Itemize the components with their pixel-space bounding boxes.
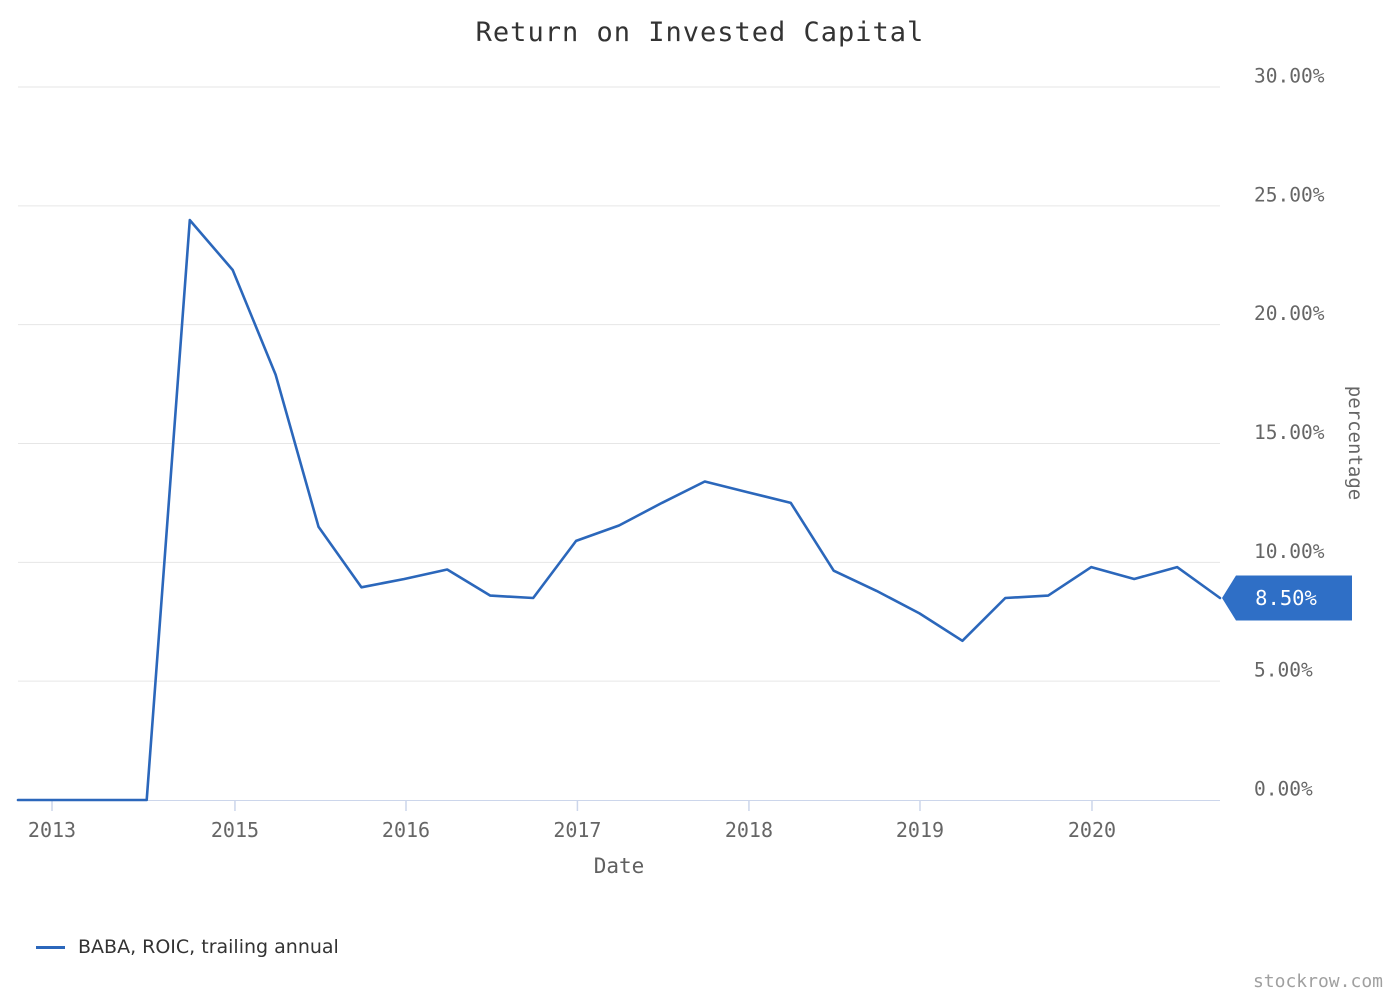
last-value-badge xyxy=(1222,575,1352,621)
y-axis-tick-label: 10.00% xyxy=(1254,540,1325,563)
x-axis-tick-label: 2016 xyxy=(382,818,430,842)
legend-line-swatch xyxy=(36,945,65,949)
x-axis-tick-label: 2020 xyxy=(1068,818,1116,842)
chart-title: Return on Invested Capital xyxy=(475,17,925,48)
y-axis-tick-label: 30.00% xyxy=(1254,65,1325,88)
x-axis-tick-label: 2013 xyxy=(28,818,76,842)
x-axis-tick-label: 2018 xyxy=(725,818,773,842)
y-axis-tick-label: 25.00% xyxy=(1254,183,1325,206)
last-value-badge-label: 8.50% xyxy=(1255,586,1317,610)
y-axis-title: percentage xyxy=(1344,385,1366,501)
x-axis-tick-label: 2019 xyxy=(896,818,944,842)
legend-item-baba-roic[interactable]: BABA, ROIC, trailing annual xyxy=(36,936,339,958)
series-line-baba-roic[interactable] xyxy=(16,218,1222,802)
y-axis-tick-label: 0.00% xyxy=(1254,778,1313,801)
y-axis-tick-label: 20.00% xyxy=(1254,302,1325,325)
x-axis-tick-label: 2015 xyxy=(211,818,259,842)
watermark-stockrow: stockrow.com xyxy=(1252,971,1383,992)
y-axis-tick-label: 15.00% xyxy=(1254,421,1325,444)
legend-item-label: BABA, ROIC, trailing annual xyxy=(78,936,339,958)
y-axis-tick-label: 5.00% xyxy=(1254,659,1313,682)
x-axis-title: Date xyxy=(593,854,645,878)
x-axis-tick-label: 2017 xyxy=(553,818,601,842)
